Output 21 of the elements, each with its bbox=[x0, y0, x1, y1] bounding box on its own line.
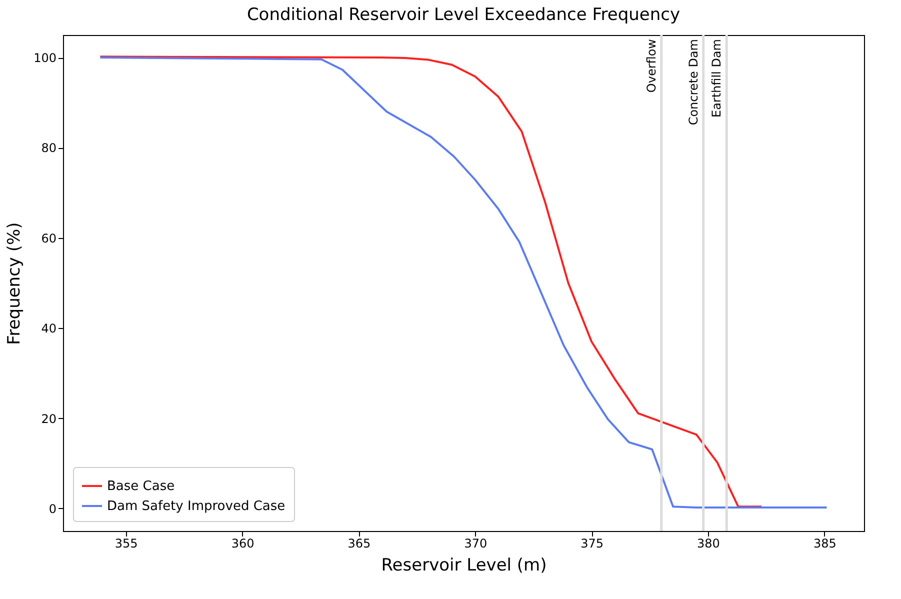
x-tick-label: 355 bbox=[114, 536, 138, 550]
x-tick-label: 380 bbox=[697, 536, 720, 550]
x-axis-title: Reservoir Level (m) bbox=[381, 556, 547, 576]
y-tick-label: 40 bbox=[41, 322, 56, 336]
y-tick-label: 100 bbox=[34, 51, 56, 66]
ref-line-label: Overflow bbox=[644, 38, 658, 93]
y-tick-label: 80 bbox=[41, 141, 56, 156]
x-tick-label: 370 bbox=[464, 536, 488, 550]
chart-title: Conditional Reservoir Level Exceedance Frequency bbox=[246, 4, 680, 25]
ref-line-label: Earthfill Dam bbox=[710, 39, 724, 118]
legend-label: Base Case bbox=[107, 479, 175, 494]
y-axis-title: Frequency (%) bbox=[4, 222, 25, 345]
y-tick-label: 20 bbox=[41, 412, 56, 426]
legend-label: Dam Safety Improved Case bbox=[107, 499, 286, 514]
y-tick-label: 0 bbox=[48, 502, 56, 516]
x-tick-label: 360 bbox=[231, 536, 254, 550]
x-tick-label: 365 bbox=[348, 536, 371, 550]
x-tick-label: 385 bbox=[813, 536, 836, 550]
y-tick-label: 60 bbox=[41, 231, 56, 246]
ref-line-label: Concrete Dam bbox=[686, 39, 700, 126]
x-tick-label: 375 bbox=[580, 536, 604, 550]
